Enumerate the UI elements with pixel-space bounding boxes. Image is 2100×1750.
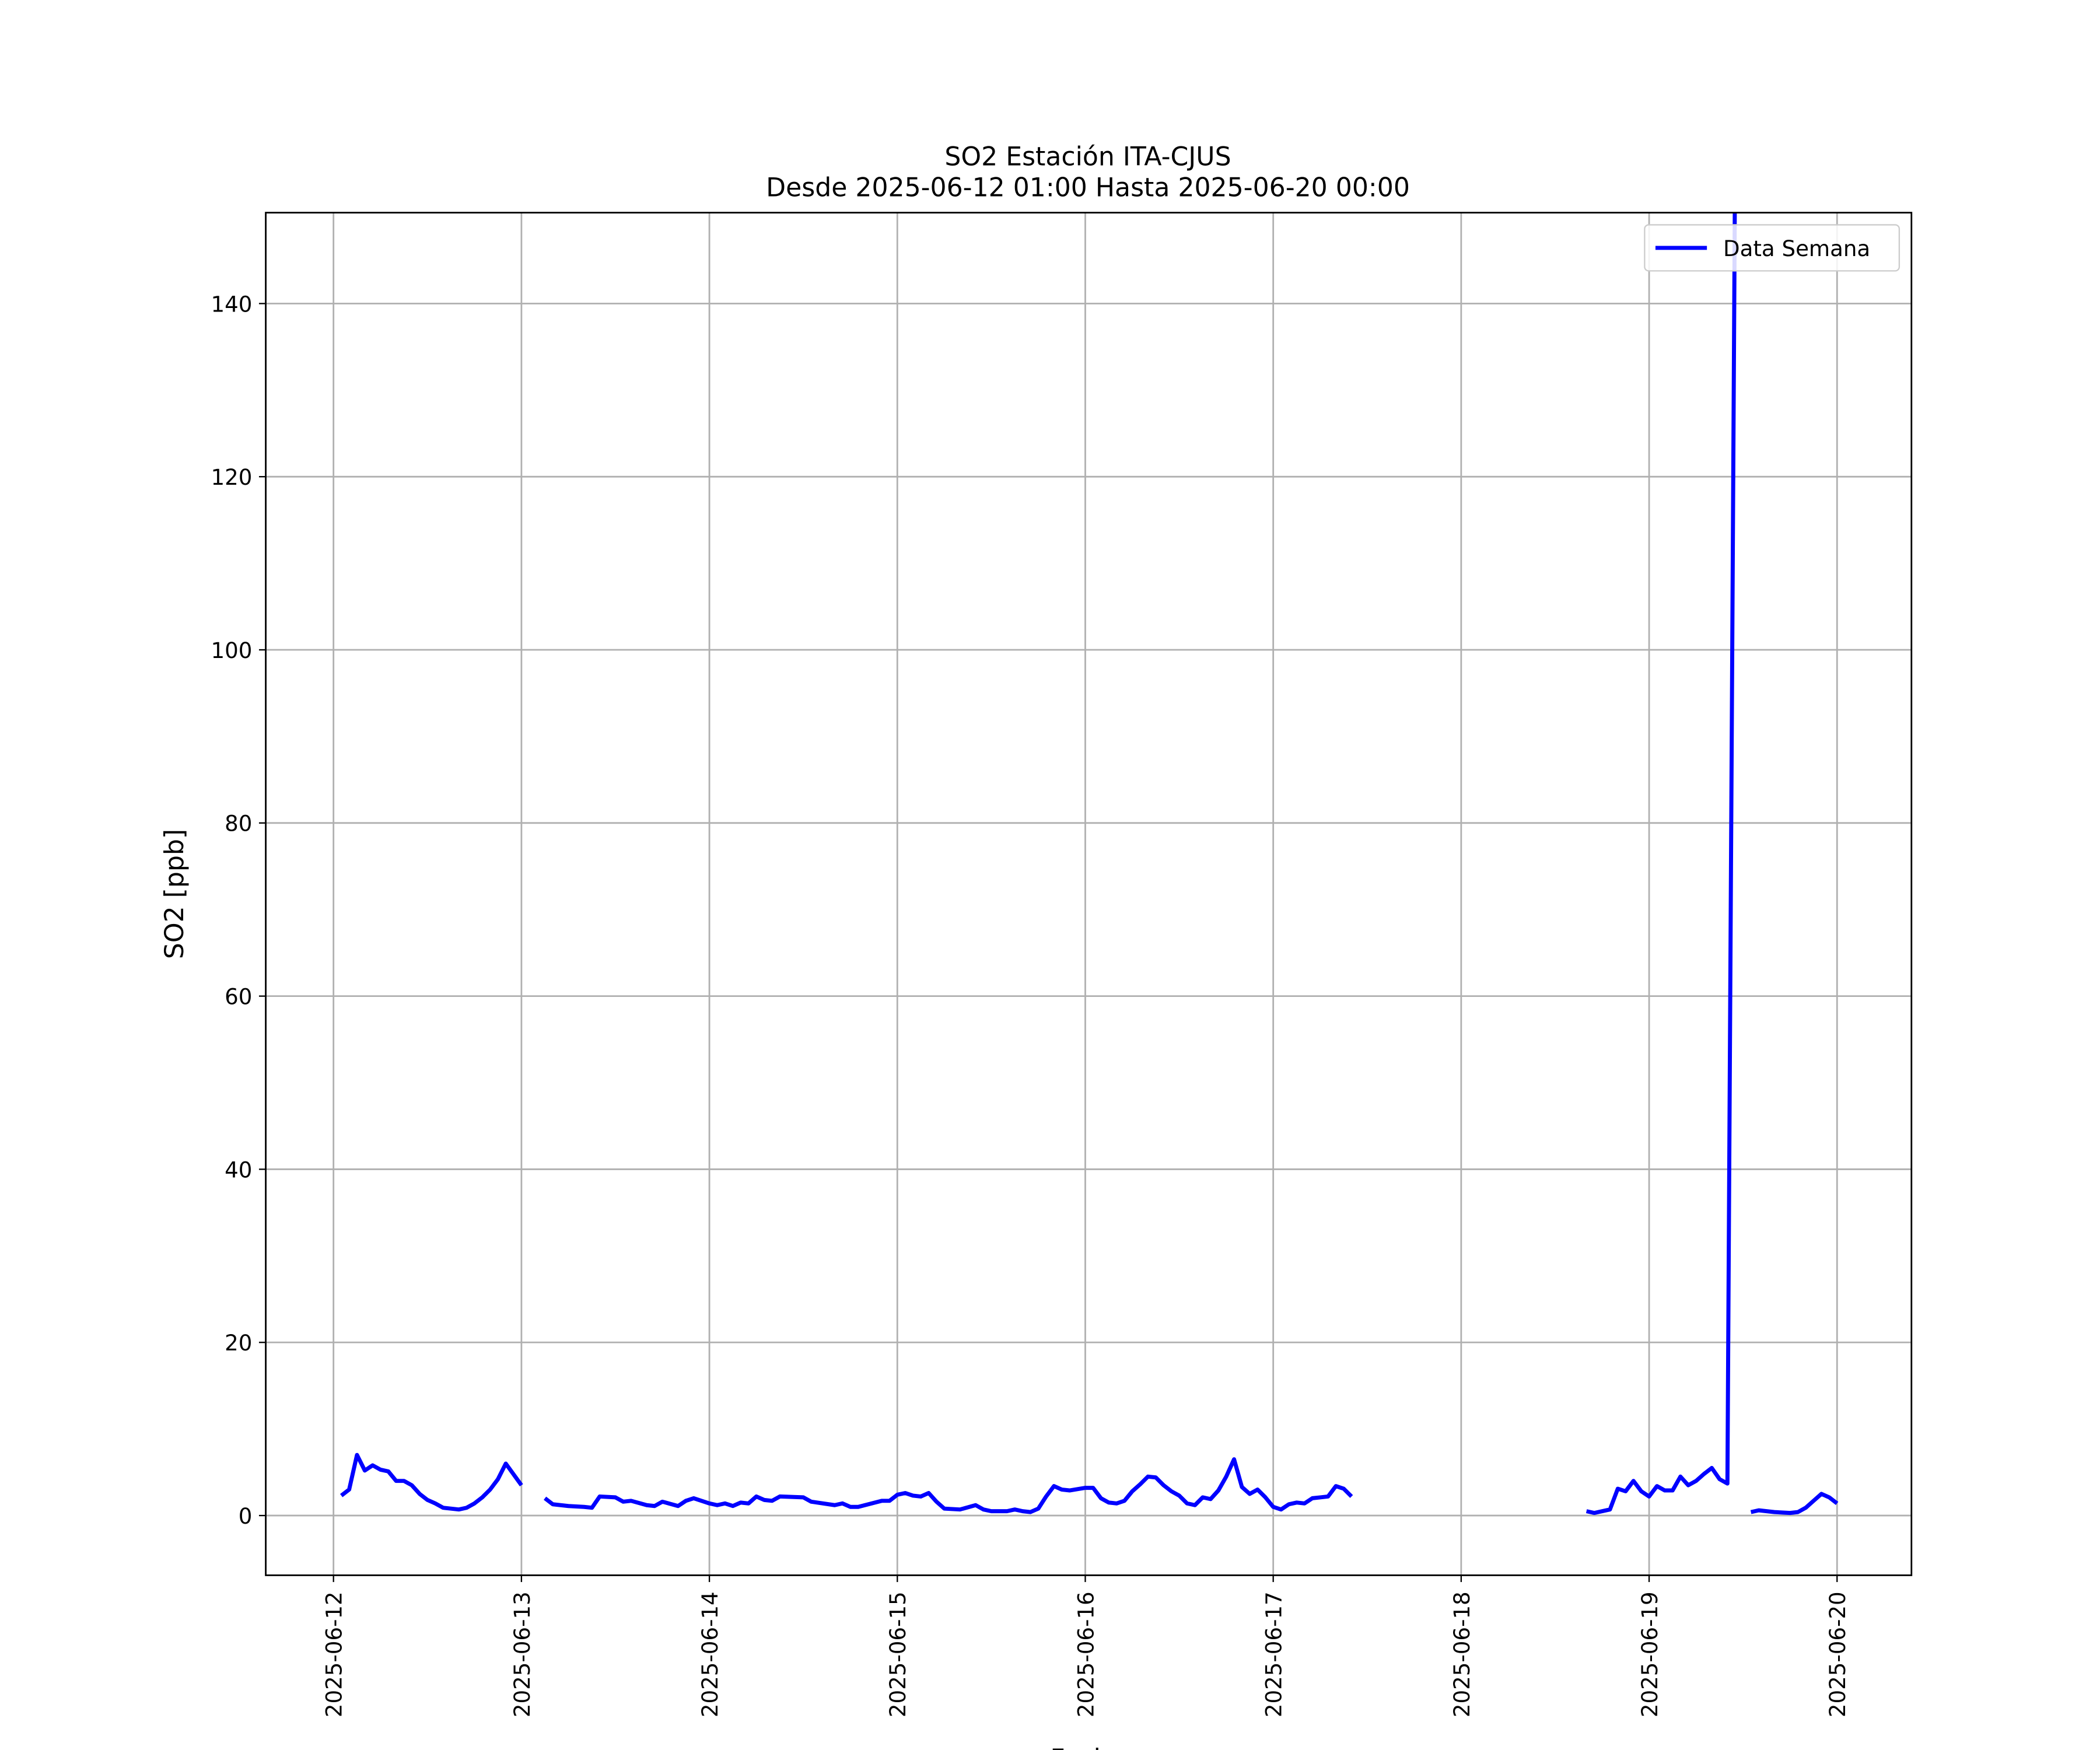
x-tick-label: 2025-06-13 bbox=[510, 1591, 535, 1717]
x-tick-label: 2025-06-18 bbox=[1450, 1591, 1475, 1717]
y-tick-label: 100 bbox=[211, 638, 252, 663]
x-axis-label: Fecha bbox=[1050, 1744, 1125, 1750]
chart-title: SO2 Estación ITA-CJUS bbox=[944, 142, 1231, 172]
y-tick-label: 80 bbox=[225, 811, 252, 836]
legend-label: Data Semana bbox=[1723, 236, 1870, 261]
y-tick-label: 40 bbox=[225, 1157, 252, 1182]
chart-subtitle: Desde 2025-06-12 01:00 Hasta 2025-06-20 … bbox=[766, 173, 1410, 203]
y-tick-label: 20 bbox=[225, 1331, 252, 1356]
y-tick-label: 140 bbox=[211, 292, 252, 317]
x-tick-label: 2025-06-12 bbox=[322, 1591, 347, 1717]
y-tick-label: 60 bbox=[225, 985, 252, 1010]
y-tick-label: 0 bbox=[239, 1504, 253, 1529]
x-tick-label: 2025-06-15 bbox=[886, 1591, 911, 1717]
y-tick-label: 120 bbox=[211, 465, 252, 490]
y-axis-label: SO2 [ppb] bbox=[160, 829, 190, 959]
x-tick-label: 2025-06-19 bbox=[1637, 1591, 1662, 1717]
legend-box bbox=[1644, 224, 1901, 272]
x-tick-label: 2025-06-14 bbox=[698, 1591, 723, 1717]
x-tick-label: 2025-06-17 bbox=[1262, 1591, 1287, 1717]
plot-frame bbox=[265, 212, 1913, 1576]
data-line bbox=[340, 212, 1839, 1516]
x-tick-label: 2025-06-16 bbox=[1073, 1591, 1098, 1717]
x-tick-label: 2025-06-20 bbox=[1825, 1591, 1850, 1717]
